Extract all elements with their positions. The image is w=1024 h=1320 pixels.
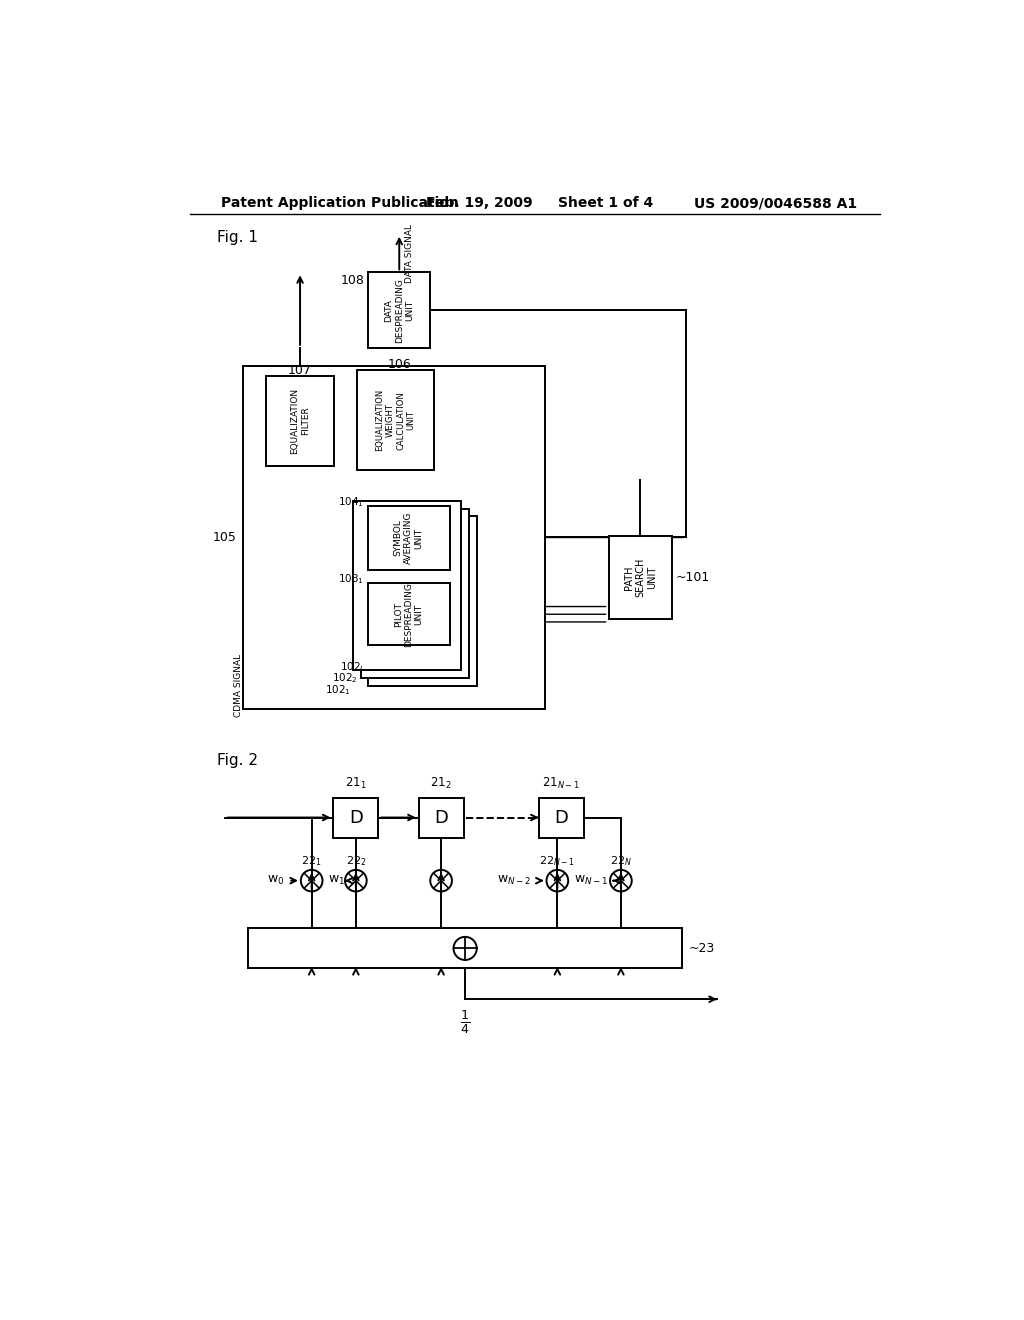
Text: 22$_1$: 22$_1$ — [301, 854, 322, 867]
Bar — [369, 516, 477, 686]
Bar — [243, 367, 545, 709]
Bar — [334, 797, 378, 838]
Text: 21$_1$: 21$_1$ — [345, 776, 367, 791]
Text: EQUALIZATION
WEIGHT
CALCULATION
UNIT: EQUALIZATION WEIGHT CALCULATION UNIT — [375, 389, 416, 451]
Bar — [419, 797, 464, 838]
Text: D: D — [554, 809, 568, 826]
Text: Feb. 19, 2009: Feb. 19, 2009 — [426, 197, 534, 210]
Text: SYMBOL
AVERAGING
UNIT: SYMBOL AVERAGING UNIT — [393, 512, 424, 564]
Text: 102$_2$: 102$_2$ — [333, 672, 358, 685]
Text: Sheet 1 of 4: Sheet 1 of 4 — [558, 197, 653, 210]
Text: 107: 107 — [288, 363, 312, 376]
Text: w$_0$: w$_0$ — [267, 874, 285, 887]
Text: DATA
DESPREADING
UNIT: DATA DESPREADING UNIT — [384, 277, 414, 342]
Text: EQUALIZATION
FILTER: EQUALIZATION FILTER — [291, 388, 309, 454]
Text: 102$_L$: 102$_L$ — [340, 660, 366, 673]
Text: D: D — [434, 809, 449, 826]
Bar — [369, 507, 450, 570]
Text: D: D — [349, 809, 362, 826]
Bar — [369, 272, 430, 348]
Text: 21$_2$: 21$_2$ — [430, 776, 452, 791]
Text: ~101: ~101 — [676, 570, 711, 583]
Text: 106: 106 — [387, 358, 411, 371]
Text: Fig. 1: Fig. 1 — [217, 230, 258, 246]
Text: $\frac{1}{4}$: $\frac{1}{4}$ — [460, 1008, 470, 1036]
Text: Fig. 2: Fig. 2 — [217, 752, 258, 768]
Text: PILOT
DESPREADING
UNIT: PILOT DESPREADING UNIT — [393, 582, 424, 647]
Text: CDMA SIGNAL: CDMA SIGNAL — [234, 655, 244, 717]
Text: Patent Application Publication: Patent Application Publication — [221, 197, 459, 210]
Text: 105: 105 — [213, 531, 237, 544]
Bar — [266, 376, 334, 466]
Text: w$_{N-2}$: w$_{N-2}$ — [497, 874, 531, 887]
Bar — [352, 502, 461, 671]
Text: 108: 108 — [341, 273, 365, 286]
Text: 21$_{N-1}$: 21$_{N-1}$ — [543, 776, 581, 791]
Text: US 2009/0046588 A1: US 2009/0046588 A1 — [693, 197, 857, 210]
Text: w$_1$: w$_1$ — [328, 874, 345, 887]
Bar — [360, 508, 469, 678]
Bar — [608, 536, 672, 619]
Text: 103$_1$: 103$_1$ — [339, 572, 365, 586]
Bar — [248, 928, 682, 969]
Text: 102$_1$: 102$_1$ — [325, 682, 350, 697]
Bar — [369, 583, 450, 645]
Text: 22$_2$: 22$_2$ — [346, 854, 366, 867]
Text: 22$_N$: 22$_N$ — [610, 854, 632, 867]
Text: 104$_1$: 104$_1$ — [339, 495, 365, 508]
Text: ~23: ~23 — [688, 942, 715, 954]
Text: 22$_{N-1}$: 22$_{N-1}$ — [540, 854, 575, 867]
Text: w$_{N-1}$: w$_{N-1}$ — [574, 874, 608, 887]
Text: DATA SIGNAL: DATA SIGNAL — [404, 223, 414, 282]
Bar — [356, 370, 434, 470]
Text: PATH
SEARCH
UNIT: PATH SEARCH UNIT — [624, 557, 656, 597]
Bar — [539, 797, 584, 838]
